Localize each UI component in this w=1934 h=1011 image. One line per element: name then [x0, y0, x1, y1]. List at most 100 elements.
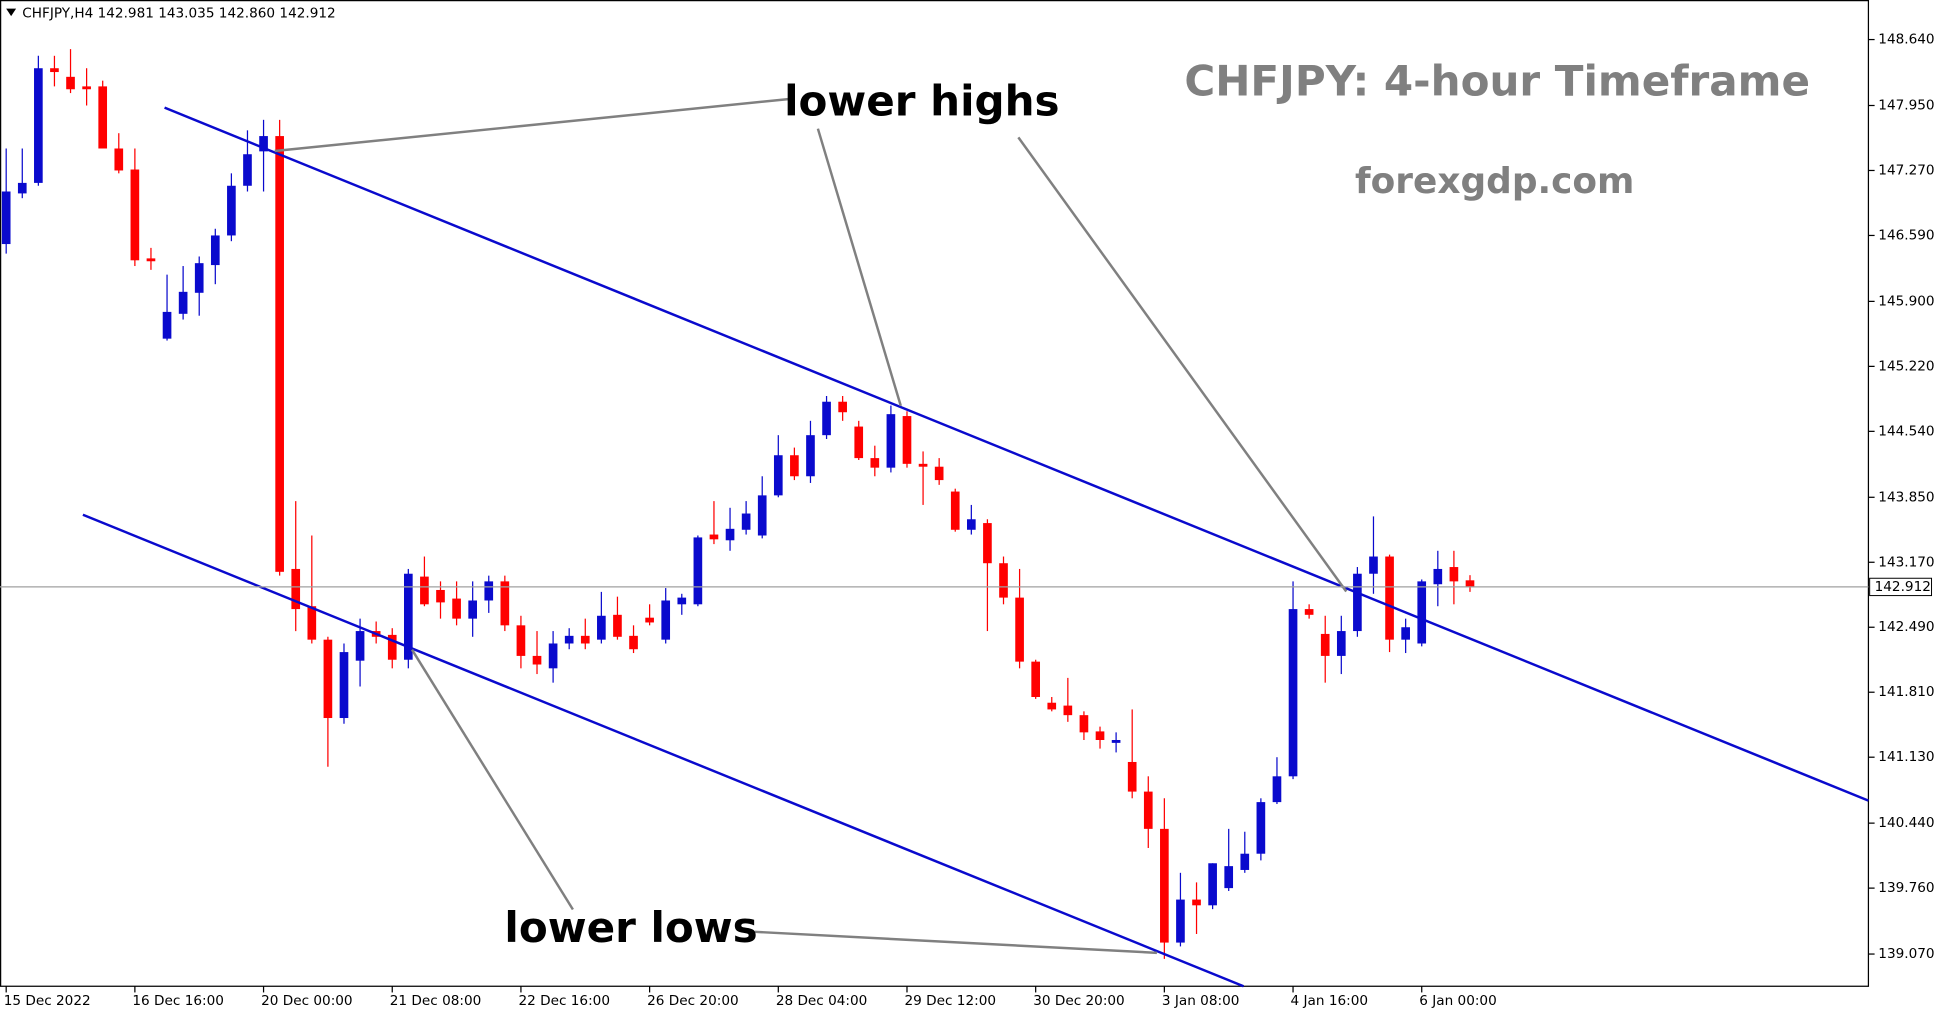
candle-body — [661, 600, 671, 640]
candle-body — [902, 416, 912, 464]
candle-body — [162, 311, 172, 339]
candle-body — [790, 455, 799, 477]
chart-title: CHFJPY: 4-hour Timeframe — [1184, 57, 1810, 106]
candle-body — [709, 534, 719, 540]
plot-frame — [0, 0, 1870, 987]
candle-body — [532, 655, 542, 665]
y-tick-label: 143.170 — [1878, 554, 1934, 570]
candle-body — [1143, 791, 1153, 829]
current-price-box — [1869, 577, 1933, 597]
y-tick-label: 139.070 — [1878, 946, 1934, 962]
candle-body — [1208, 863, 1217, 906]
candle-body — [1288, 609, 1298, 777]
candle-body — [82, 86, 91, 90]
candle-body — [693, 537, 703, 605]
x-tick-label: 4 Jan 16:00 — [1291, 993, 1369, 1009]
candle-body — [548, 643, 558, 669]
candle-body — [355, 631, 365, 661]
candle-body — [468, 600, 478, 619]
candle-body — [114, 148, 124, 171]
pointer-line — [816, 128, 902, 407]
y-tick-label: 139.760 — [1878, 880, 1934, 896]
candle-body — [1192, 899, 1201, 906]
candle-body — [983, 523, 992, 564]
y-tick-label: 140.440 — [1878, 815, 1934, 831]
candle-body — [1385, 556, 1394, 640]
x-tick-label: 26 Dec 20:00 — [647, 993, 739, 1009]
menu-arrow — [6, 8, 17, 17]
candle-body — [773, 455, 783, 496]
candle-body — [50, 68, 59, 73]
candle-body — [1320, 633, 1330, 656]
x-tick-label: 6 Jan 00:00 — [1419, 993, 1497, 1009]
candle-body — [403, 573, 413, 660]
upper-channel-line — [164, 106, 1869, 802]
candle-body — [1353, 573, 1362, 632]
candle-body — [1240, 853, 1250, 870]
x-tick-label: 20 Dec 00:00 — [261, 993, 353, 1009]
candle-body — [259, 136, 268, 152]
candle-body — [194, 263, 204, 293]
candle-body — [838, 401, 847, 413]
candle-body — [806, 435, 815, 477]
candle-body — [420, 576, 429, 605]
candle-body — [1449, 567, 1459, 582]
y-tick-label: 143.850 — [1878, 489, 1934, 505]
y-tick-label: 141.130 — [1878, 749, 1934, 765]
candle-body — [34, 68, 43, 183]
y-tick-label: 147.270 — [1878, 162, 1934, 178]
x-tick-label: 15 Dec 2022 — [4, 993, 91, 1009]
candle-body — [1015, 597, 1024, 662]
annotation: lower highs — [784, 76, 1060, 125]
candle-body — [597, 615, 606, 640]
candle-body — [307, 606, 317, 640]
y-tick-label: 145.900 — [1878, 293, 1934, 309]
candle-body — [822, 401, 831, 436]
y-tick-label: 148.640 — [1878, 32, 1934, 48]
candle-body — [967, 519, 976, 530]
candle-body — [1095, 731, 1105, 740]
candle-body — [436, 589, 445, 603]
candle-body — [1160, 828, 1169, 943]
candle-body — [227, 185, 236, 236]
candle-body — [725, 528, 735, 541]
x-tick-label: 3 Jan 08:00 — [1162, 993, 1240, 1009]
y-tick-label: 141.810 — [1878, 684, 1934, 700]
candle-body — [1401, 627, 1410, 640]
candle-body — [452, 598, 461, 619]
candle-body — [1176, 899, 1185, 943]
y-tick-label: 147.950 — [1878, 97, 1934, 113]
candle-body — [1433, 568, 1443, 585]
candle-body — [1063, 705, 1073, 716]
candle-body — [1272, 776, 1282, 803]
candles — [1, 49, 1475, 959]
x-tick-label: 16 Dec 16:00 — [132, 993, 224, 1009]
candle-body — [1336, 631, 1346, 656]
y-tick-label: 146.590 — [1878, 227, 1934, 243]
current-price-label: 142.912 — [1875, 579, 1931, 595]
candle-body — [580, 635, 590, 644]
pointer-line — [410, 649, 574, 911]
candle-body — [17, 182, 27, 194]
candle-body — [275, 136, 284, 572]
candle-body — [178, 291, 188, 314]
candle-body — [1304, 609, 1314, 615]
candle-body — [1111, 739, 1121, 743]
candle-body — [854, 426, 864, 459]
candle-body — [629, 635, 638, 650]
x-tick-label: 28 Dec 04:00 — [776, 993, 868, 1009]
candle-body — [564, 635, 574, 644]
candle-body — [291, 568, 301, 610]
candle-body — [339, 652, 349, 719]
y-tick-label: 142.490 — [1878, 619, 1934, 635]
candle-body — [1, 191, 11, 245]
pointer-line — [1017, 136, 1348, 593]
candle-body — [243, 154, 252, 186]
pointer-line — [274, 97, 790, 153]
pointer-lines — [274, 97, 1348, 955]
candle-body — [66, 76, 75, 90]
candle-body — [613, 614, 622, 637]
candle-body — [1256, 802, 1266, 854]
